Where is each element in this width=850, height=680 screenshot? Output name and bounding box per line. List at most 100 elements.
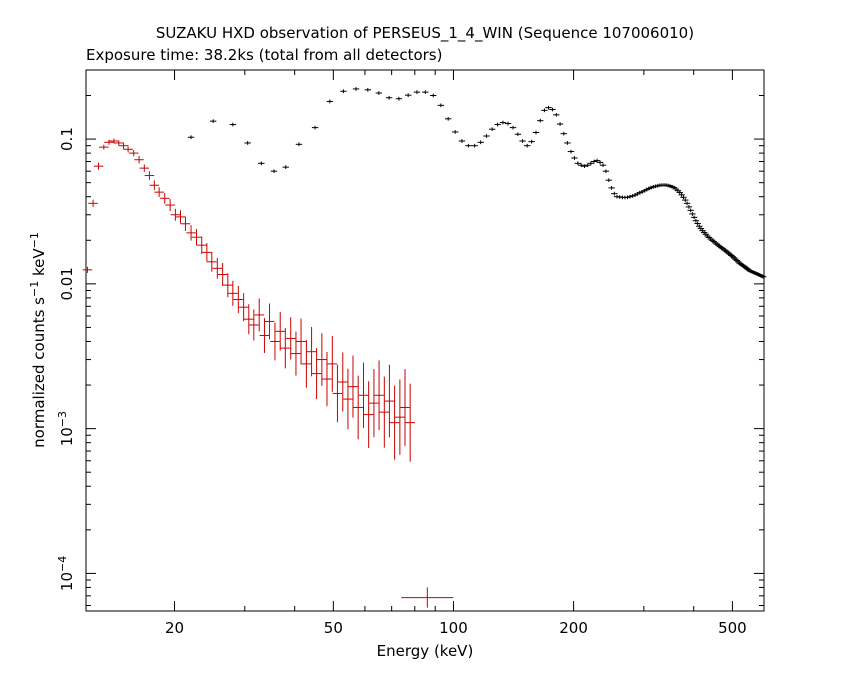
y-tick-label: 10−3 (56, 411, 76, 446)
y-axis: 0.1 0.01 10−3 10−4 (56, 94, 764, 607)
data-point (244, 304, 254, 335)
data-point (270, 169, 278, 174)
data-point (128, 150, 139, 157)
x-tick-label: 100 (439, 619, 468, 637)
x-tick-label: 50 (324, 619, 343, 637)
data-point (509, 125, 517, 130)
y-axis-label-mid: keV (30, 248, 48, 281)
data-point (494, 122, 501, 127)
data-point (682, 198, 689, 202)
data-point (348, 355, 358, 418)
data-point (608, 186, 615, 190)
series-1 (82, 138, 454, 608)
data-point (118, 142, 129, 149)
data-point (154, 187, 164, 197)
data-point (687, 208, 694, 213)
data-point (537, 118, 544, 123)
data-point (699, 228, 706, 233)
data-point (88, 199, 98, 207)
data-point (477, 140, 484, 145)
data-point (364, 87, 371, 92)
data-point (175, 210, 186, 224)
data-point (593, 158, 601, 163)
data-point (258, 161, 265, 166)
data-point (264, 303, 275, 340)
data-point (374, 360, 384, 431)
data-point (311, 348, 322, 400)
data-point (217, 263, 228, 286)
data-point (93, 162, 104, 170)
data-point (296, 318, 306, 365)
data-point (385, 95, 393, 100)
data-point (574, 161, 582, 166)
data-point (759, 274, 767, 279)
data-point (82, 266, 93, 273)
data-point (311, 125, 319, 130)
data-point (282, 165, 289, 169)
x-tick-label: 20 (165, 619, 184, 637)
data-point (254, 298, 264, 332)
data-point (430, 93, 437, 98)
data-point (301, 340, 312, 388)
data-point (549, 107, 556, 112)
data-point (523, 143, 531, 148)
data-point (352, 87, 360, 91)
y-axis-label: normalized counts s−1 keV−1 (28, 232, 48, 448)
data-point (564, 141, 571, 145)
y-tick-label: 10−4 (56, 556, 76, 591)
data-point (375, 91, 382, 95)
y-tick-label: 0.01 (58, 267, 76, 300)
data-point (109, 138, 119, 144)
data-point (238, 293, 249, 322)
data-point (532, 130, 540, 135)
data-point (149, 180, 160, 191)
data-point (599, 163, 607, 168)
data-point (404, 93, 412, 98)
data-point (210, 119, 217, 124)
data-point (578, 163, 585, 168)
data-point (134, 156, 144, 164)
data-point (187, 135, 195, 140)
data-point (104, 139, 114, 145)
data-point (337, 352, 348, 412)
x-axis: 20 50 100 200 500 (165, 70, 765, 637)
data-point (499, 120, 507, 125)
data-point (528, 139, 535, 144)
x-tick-label: 200 (559, 619, 588, 637)
data-point (444, 116, 452, 121)
y-axis-label-main: normalized counts s (30, 297, 48, 448)
data-point (483, 134, 490, 138)
x-tick-label: 500 (718, 619, 747, 637)
data-point (144, 171, 155, 180)
data-point (270, 322, 280, 361)
data-point (553, 112, 560, 117)
data-point (165, 199, 175, 212)
data-point (139, 164, 150, 172)
data-point (99, 144, 109, 150)
data-point (697, 226, 705, 231)
data-point (567, 149, 575, 154)
y-tick-label: 0.1 (58, 127, 76, 151)
data-point (413, 90, 421, 94)
data-point (611, 191, 618, 196)
data-point (186, 225, 196, 241)
data-point (422, 90, 429, 94)
data-point (291, 331, 301, 376)
data-point (223, 273, 233, 298)
data-point (584, 163, 591, 168)
data-point (191, 228, 202, 246)
data-point (465, 143, 472, 148)
data-point (689, 212, 696, 216)
data-point (306, 327, 317, 377)
data-point (317, 333, 327, 386)
data-point (587, 161, 595, 166)
data-point (170, 208, 181, 221)
data-point (571, 156, 578, 160)
data-point (581, 164, 588, 169)
data-point (690, 215, 698, 220)
data-point (696, 224, 703, 229)
data-point (395, 379, 405, 455)
data-point (369, 369, 379, 438)
data-point (602, 169, 610, 174)
data-point (180, 216, 191, 231)
